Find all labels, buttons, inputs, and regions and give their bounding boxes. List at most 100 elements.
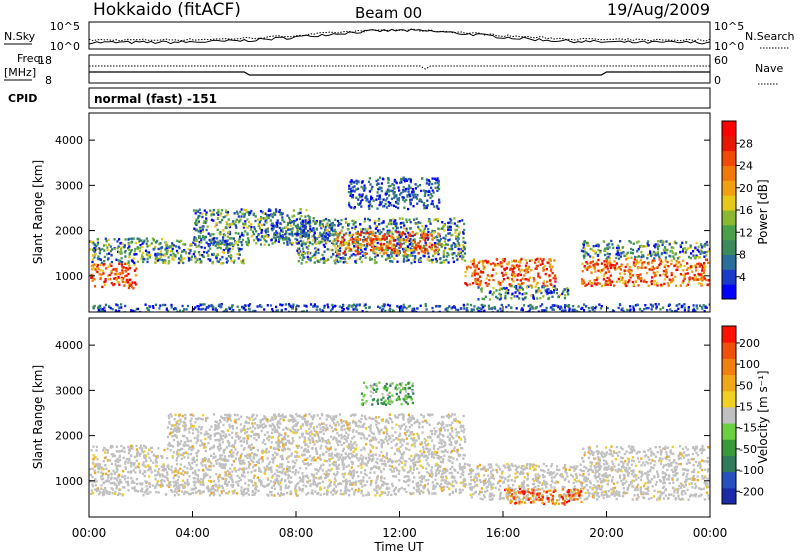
powerMap-cell-7	[413, 196, 415, 198]
powerMap-cell-11	[647, 254, 649, 256]
powerMap-cell-7	[436, 205, 438, 207]
velMap-cell-0	[148, 475, 150, 477]
powerMap-cell-8	[486, 277, 488, 279]
powerMap-cell-1	[118, 238, 120, 240]
powerMap-cell-11	[657, 251, 659, 253]
velMap-cell-1	[343, 420, 345, 422]
powerMap-cell-6	[419, 240, 421, 242]
powerMap-cell-11	[665, 240, 667, 242]
powerMap-cell-9	[525, 292, 527, 294]
powerMap-cell-3	[268, 214, 270, 216]
velMap-cell-1	[274, 488, 276, 490]
powerMap-cell-12	[578, 305, 580, 307]
powerMap-cell-5	[302, 256, 304, 258]
powerMap-cell-7	[381, 190, 383, 192]
velMap-cell-0	[158, 491, 160, 493]
powerMap-cell-6	[380, 243, 382, 245]
powerMap-cell-12	[626, 309, 628, 311]
powerMap-cell-5	[451, 234, 453, 236]
powerMap-cell-3	[219, 214, 221, 216]
velMap-cell-0	[143, 456, 145, 458]
velMap-cell-0	[108, 480, 110, 482]
powerMap-cell-6	[405, 239, 407, 241]
powerMap-cell-1	[110, 250, 112, 252]
powerMap-cell-8	[507, 277, 509, 279]
powerMap-cell-7	[408, 190, 410, 192]
powerMap-cell-12	[425, 305, 427, 307]
powerMap-cell-5	[307, 248, 309, 250]
powerMap-cell-3	[252, 231, 254, 233]
powerMap-cell-1	[142, 261, 144, 263]
velMap-cell-1	[181, 458, 183, 460]
powerMap-cell-8	[503, 278, 505, 280]
powerMap-cell-5	[391, 252, 393, 254]
powerMap-cell-3	[207, 225, 209, 227]
powerMap-cell-5	[441, 261, 443, 263]
powerMap-cell-2	[183, 257, 185, 259]
powerMap-cell-9	[526, 286, 528, 288]
velMap-cell-0	[116, 479, 118, 481]
powerMap-cell-6	[357, 247, 359, 249]
velMap-cell-1	[364, 415, 366, 417]
powerMap-cell-12	[402, 306, 404, 308]
powerMap-cell-2	[170, 250, 172, 252]
powerMap-cell-10	[663, 283, 665, 285]
powerMap-cell-12	[202, 303, 204, 305]
powerMap-cell-12	[447, 307, 449, 309]
powerMap-cell-0	[135, 267, 137, 269]
powerMap-cell-5	[297, 226, 299, 228]
powerMap-cell-0	[108, 278, 110, 280]
velMap-cell-0	[150, 468, 152, 470]
powerMap-cell-7	[402, 190, 404, 192]
velMap-cell-1	[180, 440, 182, 442]
powerMap-cell-5	[417, 221, 419, 223]
powerMap-cell-6	[400, 246, 402, 248]
velMap-cell-0	[157, 455, 159, 457]
velMap-cell-0	[161, 456, 163, 458]
powerMap-cell-10	[656, 282, 658, 284]
powerMap-cell-5	[450, 222, 452, 224]
powerMap-cell-8	[487, 260, 489, 262]
velMap-cell-0	[95, 463, 97, 465]
velMap-cell-1	[388, 487, 390, 489]
powerMap-cell-12	[243, 307, 245, 309]
powerMap-cell-1	[151, 242, 153, 244]
powerMap-cell-6	[397, 235, 399, 237]
powerMap-cell-6	[343, 252, 345, 254]
powerMap-cell-7	[406, 194, 408, 196]
velMap-cell-1	[288, 455, 290, 457]
powerMap-cell-6	[431, 234, 433, 236]
powerMap-cell-12	[148, 305, 150, 307]
powerMap-cell-1	[146, 245, 148, 247]
powerMap-cell-5	[301, 228, 303, 230]
velMap-cell-0	[130, 477, 132, 479]
velMap-cell-1	[441, 479, 443, 481]
powerMap-cell-11	[615, 257, 617, 259]
powerMap-cell-11	[640, 251, 642, 253]
powerMap-cell-6	[404, 251, 406, 253]
powerMap-cell-5	[449, 248, 451, 250]
powerMap-cell-6	[383, 243, 385, 245]
powerMap-cell-3	[244, 220, 246, 222]
powerMap-cell-8	[490, 263, 492, 265]
powerMap-cell-7	[438, 188, 440, 190]
powerMap-cell-5	[298, 254, 300, 256]
velMap-cell-0	[94, 472, 96, 474]
powerMap-cell-5	[363, 232, 365, 234]
powerMap-cell-11	[611, 243, 613, 245]
powerMap-cell-7	[412, 205, 414, 207]
powerMap-cell-5	[375, 232, 377, 234]
powerMap-cell-10	[666, 276, 668, 278]
powerMap-cell-9	[548, 297, 550, 299]
powerMap-cell-9	[557, 296, 559, 298]
velMap-cell-0	[161, 466, 163, 468]
powerMap-cell-8	[485, 282, 487, 284]
powerMap-cell-7	[420, 190, 422, 192]
powerMap-cell-5	[298, 260, 300, 262]
velMap-cell-0	[164, 468, 166, 470]
powerMap-cell-2	[194, 251, 196, 253]
powerMap-cell-12	[327, 304, 329, 306]
powerMap-cell-8	[526, 262, 528, 264]
powerMap-cell-2	[226, 258, 228, 260]
velMap-cell-1	[370, 451, 372, 453]
